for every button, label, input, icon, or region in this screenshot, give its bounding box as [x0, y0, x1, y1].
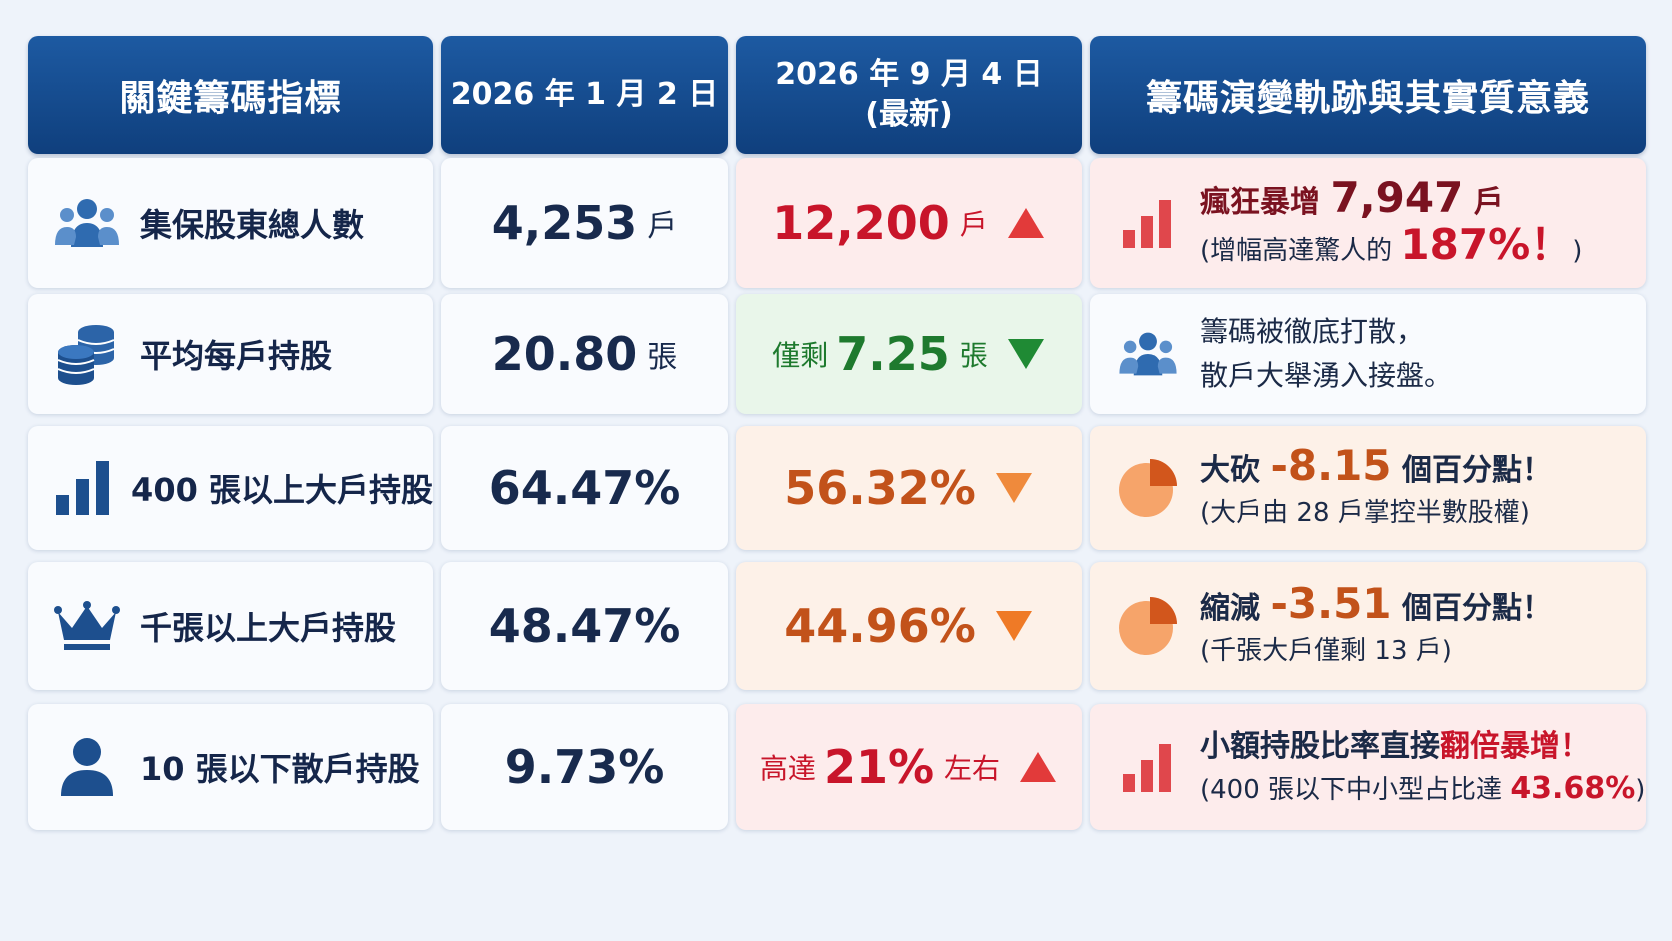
new-value: 44.96%: [784, 599, 976, 653]
old-value: 4,253: [491, 196, 638, 250]
row-label: 400 張以上大戶持股: [131, 471, 433, 509]
old-value-cell: 48.47%: [441, 562, 728, 690]
meaning-subtext: (大戶由 28 戶掌控半數股權): [1200, 497, 1530, 528]
header-date-new: 2026 年 9 月 4 日 (最新): [736, 36, 1082, 154]
new-value: 21%: [823, 740, 935, 794]
old-value: 9.73%: [504, 740, 665, 794]
meaning-text: 散戶大舉湧入接盤。: [1200, 359, 1453, 392]
up-arrow-icon: [1006, 206, 1046, 240]
meaning-text: 戶: [1463, 184, 1504, 220]
new-value-cell: 56.32%: [736, 426, 1082, 550]
old-value: 20.80: [491, 327, 638, 381]
old-value: 64.47%: [488, 461, 681, 515]
old-value-cell: 20.80 張: [441, 294, 728, 414]
person-icon: [50, 730, 124, 804]
table-header: 關鍵籌碼指標 2026 年 1 月 2 日 2026 年 9 月 4 日 (最新…: [28, 36, 1646, 154]
new-value-cell: 高達 21% 左右: [736, 704, 1082, 830]
meaning-subtext: (400 張以下中小型占比達: [1200, 774, 1511, 805]
bar-chart-icon: [1116, 735, 1180, 799]
meaning-text: 大砍: [1200, 452, 1271, 488]
old-value-cell: 4,253 戶: [441, 158, 728, 288]
table-row: 千張以上大戶持股 48.47% 44.96% 縮減 -3.51 個百分點！: [28, 562, 1646, 690]
row-label: 千張以上大戶持股: [140, 609, 397, 647]
header-indicator: 關鍵籌碼指標: [28, 36, 433, 154]
table-row: 10 張以下散戶持股 9.73% 高達 21% 左右 小額持股比: [28, 704, 1646, 830]
up-arrow-icon: [1018, 750, 1058, 784]
header-date-new-sub: (最新): [865, 97, 953, 132]
meaning-subtext: ): [1572, 235, 1583, 266]
meaning-cell: 瘋狂暴增 7,947 戶 (增幅高達驚人的 187%！): [1090, 158, 1646, 288]
header-date-old-label: 2026 年 1 月 2 日: [450, 77, 719, 112]
header-meaning-label: 籌碼演變軌跡與其實質意義: [1145, 78, 1590, 119]
old-value-cell: 64.47%: [441, 426, 728, 550]
meaning-cell: 籌碼被徹底打散， 散戶大舉湧入接盤。: [1090, 294, 1646, 414]
people-group-icon: [1116, 322, 1180, 386]
meaning-cell: 縮減 -3.51 個百分點！ (千張大戶僅剩 13 戶): [1090, 562, 1646, 690]
new-unit: 左右: [944, 752, 1001, 785]
old-value: 48.47%: [488, 599, 681, 653]
meaning-cell: 大砍 -8.15 個百分點！ (大戶由 28 戶掌控半數股權): [1090, 426, 1646, 550]
row-label-cell: 集保股東總人數: [28, 158, 433, 288]
meaning-text: 縮減: [1200, 590, 1271, 626]
down-arrow-icon: [994, 471, 1034, 505]
meaning-number: 7,947: [1330, 172, 1464, 222]
new-value-cell: 12,200 戶: [736, 158, 1082, 288]
header-date-old: 2026 年 1 月 2 日: [441, 36, 728, 154]
meaning-text: 籌碼被徹底打散，: [1200, 315, 1425, 348]
row-label-cell: 400 張以上大戶持股: [28, 426, 433, 550]
header-date-new-label: 2026 年 9 月 4 日: [775, 57, 1043, 92]
new-prefix: 僅剩: [772, 339, 829, 372]
new-unit: 戶: [959, 208, 988, 241]
table-row: 平均每戶持股 20.80 張 僅剩 7.25 張: [28, 294, 1646, 414]
row-label-cell: 千張以上大戶持股: [28, 562, 433, 690]
new-value: 56.32%: [784, 461, 976, 515]
meaning-text: 個百分點！: [1391, 452, 1552, 488]
header-meaning: 籌碼演變軌跡與其實質意義: [1090, 36, 1646, 154]
meaning-subtext: ): [1635, 774, 1646, 805]
meaning-subtext: (千張大戶僅剩 13 戶): [1200, 635, 1452, 666]
meaning-text: 小額持股比率直接: [1200, 728, 1440, 764]
header-indicator-label: 關鍵籌碼指標: [119, 78, 342, 119]
pie-chart-icon: [1116, 594, 1180, 658]
pie-chart-icon: [1116, 456, 1180, 520]
meaning-number: -3.51: [1270, 578, 1392, 628]
down-arrow-icon: [994, 609, 1034, 643]
chip-indicator-table: 關鍵籌碼指標 2026 年 1 月 2 日 2026 年 9 月 4 日 (最新…: [28, 36, 1648, 896]
new-unit: 張: [959, 339, 988, 372]
meaning-percent: 187%！: [1400, 219, 1573, 269]
down-arrow-icon: [1006, 337, 1046, 371]
row-label-cell: 10 張以下散戶持股: [28, 704, 433, 830]
people-group-icon: [50, 186, 124, 260]
meaning-number: -8.15: [1270, 440, 1392, 490]
coin-stack-icon: [50, 317, 124, 391]
row-label: 集保股東總人數: [140, 206, 365, 244]
meaning-text: 個百分點！: [1391, 590, 1552, 626]
meaning-cell: 小額持股比率直接翻倍暴增！ (400 張以下中小型占比達 43.68%): [1090, 704, 1646, 830]
row-label-cell: 平均每戶持股: [28, 294, 433, 414]
new-value-cell: 44.96%: [736, 562, 1082, 690]
meaning-subtext: (增幅高達驚人的: [1200, 235, 1401, 266]
old-value-cell: 9.73%: [441, 704, 728, 830]
meaning-percent: 43.68%: [1510, 770, 1636, 806]
meaning-emphasis: 翻倍暴增！: [1440, 728, 1590, 764]
row-label: 10 張以下散戶持股: [140, 750, 420, 788]
bar-chart-icon: [50, 451, 115, 525]
new-value: 12,200: [772, 196, 950, 250]
row-label: 平均每戶持股: [140, 337, 333, 375]
old-unit: 張: [647, 340, 678, 375]
new-value: 7.25: [836, 327, 950, 381]
old-unit: 戶: [647, 209, 678, 244]
new-value-cell: 僅剩 7.25 張: [736, 294, 1082, 414]
crown-icon: [50, 589, 124, 663]
bar-chart-icon: [1116, 191, 1180, 255]
table-row: 400 張以上大戶持股 64.47% 56.32% 大砍 -8.15 個百分點！: [28, 426, 1646, 550]
new-prefix: 高達: [759, 752, 816, 785]
meaning-text: 瘋狂暴增: [1200, 184, 1331, 220]
table-row: 集保股東總人數 4,253 戶 12,200 戶 瘋狂暴增 7,: [28, 158, 1646, 288]
